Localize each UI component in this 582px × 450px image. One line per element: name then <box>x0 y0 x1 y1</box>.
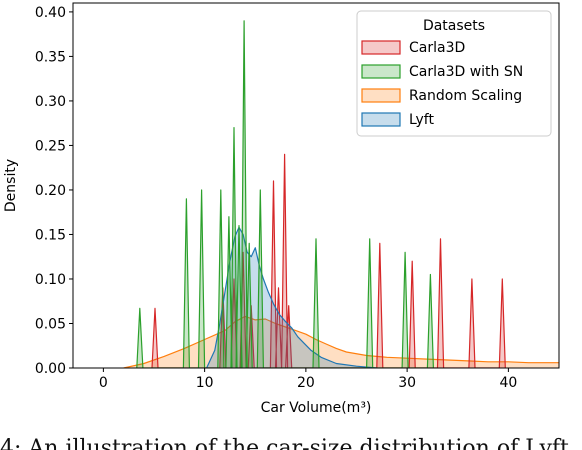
figure-caption: 4: An illustration of the car-size distr… <box>0 436 569 450</box>
axes-frame <box>72 2 560 369</box>
legend-title: Datasets <box>423 18 485 34</box>
x-tick-label: 0 <box>99 375 108 391</box>
legend-swatch-random-scaling <box>361 88 401 103</box>
legend-label-carla3d-with-sn: Carla3D with SN <box>409 64 523 80</box>
y-tick-label: 0.00 <box>35 361 66 377</box>
x-tick-label: 10 <box>196 375 214 391</box>
y-tick-label: 0.30 <box>35 94 66 110</box>
line-carla3d-with-sn <box>136 20 434 368</box>
y-tick-label: 0.35 <box>35 49 66 65</box>
legend-label-lyft: Lyft <box>409 112 434 128</box>
y-tick-label: 0.10 <box>35 272 66 288</box>
x-axis-label: Car Volume(m³) <box>261 400 372 416</box>
x-tick-label: 30 <box>398 375 416 391</box>
legend-box <box>356 10 552 137</box>
y-tick-label: 0.40 <box>35 5 66 21</box>
legend: Datasets Carla3D Carla3D with SN Random Sca… <box>356 10 552 137</box>
y-tick-label: 0.20 <box>35 183 66 199</box>
area-carla3d-with-sn <box>136 20 434 368</box>
y-tick-label: 0.15 <box>35 227 66 243</box>
plot-area <box>123 20 559 368</box>
legend-swatch-carla3d <box>361 40 401 55</box>
area-carla3d <box>152 154 506 368</box>
y-tick-label: 0.25 <box>35 138 66 154</box>
line-random-scaling <box>123 315 559 368</box>
density-chart: 0 10 20 30 40 0.00 0.05 0.10 0.15 0.20 0.25 0.30 0.3… <box>3 2 560 416</box>
y-tick-label: 0.05 <box>35 316 66 332</box>
legend-label-carla3d: Carla3D <box>409 40 465 56</box>
legend-swatch-carla3d-with-sn <box>361 64 401 79</box>
legend-label-random-scaling: Random Scaling <box>409 88 522 104</box>
x-tick-label: 40 <box>499 375 517 391</box>
legend-swatch-lyft <box>361 112 401 127</box>
x-tick-label: 20 <box>297 375 315 391</box>
line-carla3d <box>151 153 506 368</box>
y-axis-label: Density <box>3 159 19 212</box>
